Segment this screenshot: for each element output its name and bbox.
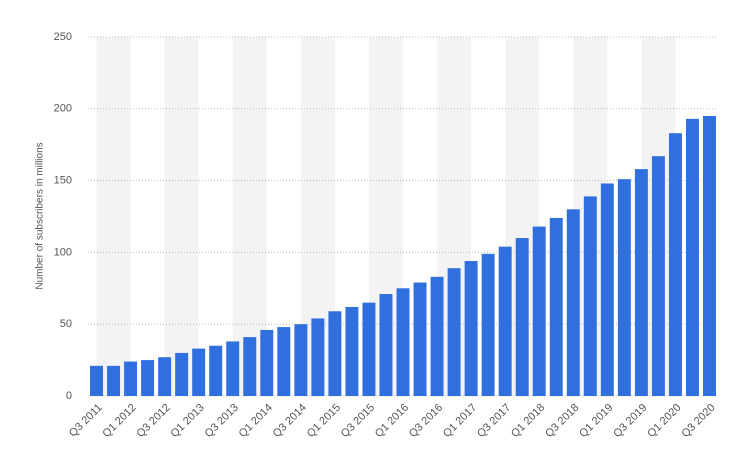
x-tick-label: Q1 2012 <box>100 402 138 440</box>
x-tick-label: Q1 2013 <box>169 402 207 440</box>
bar <box>362 302 376 396</box>
bar <box>209 345 223 396</box>
x-tick-label: Q1 2016 <box>373 402 411 440</box>
bar <box>243 337 257 396</box>
bar <box>396 288 410 396</box>
x-tick-label: Q3 2012 <box>134 402 172 440</box>
bar <box>703 115 716 396</box>
bar <box>413 282 427 396</box>
bar <box>294 324 308 396</box>
bar <box>260 329 274 396</box>
x-tick-label: Q3 2011 <box>67 402 105 440</box>
x-tick-label: Q1 2017 <box>441 402 479 440</box>
bar <box>90 365 103 396</box>
x-tick-label: Q1 2018 <box>509 402 547 440</box>
y-tick-label: 200 <box>54 103 72 115</box>
y-tick-label: 100 <box>54 246 72 258</box>
y-tick-label: 50 <box>60 318 72 330</box>
x-tick-label: Q3 2015 <box>339 402 377 440</box>
x-tick-label: Q1 2015 <box>305 402 343 440</box>
bar <box>498 246 512 396</box>
bar <box>277 327 291 396</box>
bar <box>447 268 461 396</box>
bar <box>464 261 478 396</box>
bar <box>549 217 563 396</box>
x-tick-label: Q1 2019 <box>577 402 615 440</box>
bar <box>600 183 614 396</box>
x-tick-label: Q1 2014 <box>237 402 275 440</box>
bar <box>566 209 580 396</box>
bar <box>328 311 342 396</box>
stripe <box>96 37 131 396</box>
bar <box>107 365 121 396</box>
bar <box>685 118 699 397</box>
bar <box>311 318 325 396</box>
bar <box>634 169 648 396</box>
bar <box>651 156 665 396</box>
bar <box>515 238 529 396</box>
bar <box>668 133 682 396</box>
bar <box>430 276 444 396</box>
bar <box>379 294 393 396</box>
bar <box>192 348 206 396</box>
bar <box>617 179 631 396</box>
y-tick-label: 150 <box>54 175 72 187</box>
x-tick-label: Q3 2019 <box>611 402 649 440</box>
bar <box>532 226 546 396</box>
x-tick-label: Q3 2020 <box>679 402 717 440</box>
stripe <box>164 37 199 396</box>
x-tick-label: Q3 2018 <box>543 402 581 440</box>
x-tick-label: Q3 2016 <box>407 402 445 440</box>
y-axis-label: Number of subscribers in millions <box>35 142 46 289</box>
x-tick-label: Q3 2017 <box>475 402 513 440</box>
bar <box>345 306 359 396</box>
bar <box>124 361 138 396</box>
bar <box>583 196 597 396</box>
bar <box>141 360 155 396</box>
bar <box>481 253 495 396</box>
x-tick-label: Q3 2014 <box>271 402 309 440</box>
x-tick-label: Q1 2020 <box>645 402 683 440</box>
y-tick-label: 0 <box>66 390 72 402</box>
x-tick-label: Q3 2013 <box>203 402 241 440</box>
bar <box>175 352 189 396</box>
y-tick-label: 250 <box>54 31 72 43</box>
bar <box>158 357 172 396</box>
bar <box>226 341 240 396</box>
